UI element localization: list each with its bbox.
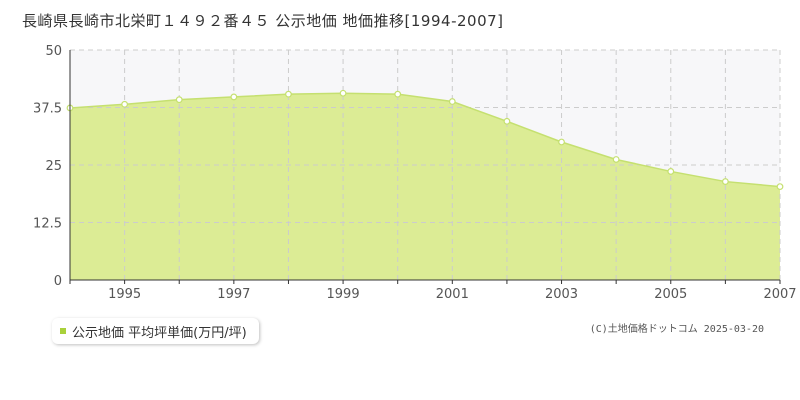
x-tick-label: 1999 xyxy=(327,287,360,302)
x-tick-label: 2007 xyxy=(763,287,796,302)
x-tick-label: 2005 xyxy=(654,287,687,302)
data-point xyxy=(285,90,292,98)
data-point xyxy=(175,96,183,104)
x-tick-label: 2003 xyxy=(545,287,578,302)
data-point xyxy=(121,100,129,108)
y-tick-label: 25 xyxy=(45,159,62,174)
data-point xyxy=(558,138,565,146)
legend-label: 公示地価 平均坪単価(万円/坪) xyxy=(72,325,247,341)
x-tick-label: 2001 xyxy=(436,287,469,302)
x-tick-label: 1997 xyxy=(217,287,250,302)
data-point xyxy=(667,168,675,175)
land-price-chart: 0 12.5 25 37.5 50 1995 1997 1999 2001 2003 2005 200… xyxy=(33,44,797,302)
y-tick-label: 50 xyxy=(45,44,62,59)
y-tick-label: 12.5 xyxy=(33,217,62,232)
y-tick-label: 0 xyxy=(54,274,62,289)
series-area xyxy=(70,93,780,281)
chart-title: 長崎県長崎市北栄町１４９２番４５ 公示地価 地価推移[1994-2007] xyxy=(22,12,504,30)
copyright-text: (C)土地価格ドットコム 2025-03-20 xyxy=(589,324,764,335)
x-tick-label: 1995 xyxy=(108,287,141,302)
data-point xyxy=(776,183,784,191)
data-point xyxy=(394,90,402,98)
y-tick-label: 37.5 xyxy=(33,102,62,117)
data-point xyxy=(448,98,456,105)
data-point xyxy=(721,178,729,185)
data-point xyxy=(230,93,238,101)
data-point xyxy=(503,117,511,125)
series-line xyxy=(69,92,781,188)
data-point xyxy=(612,156,620,163)
data-point xyxy=(339,89,347,97)
legend: 公示地価 平均坪単価(万円/坪) xyxy=(52,318,259,344)
legend-marker xyxy=(60,328,66,334)
